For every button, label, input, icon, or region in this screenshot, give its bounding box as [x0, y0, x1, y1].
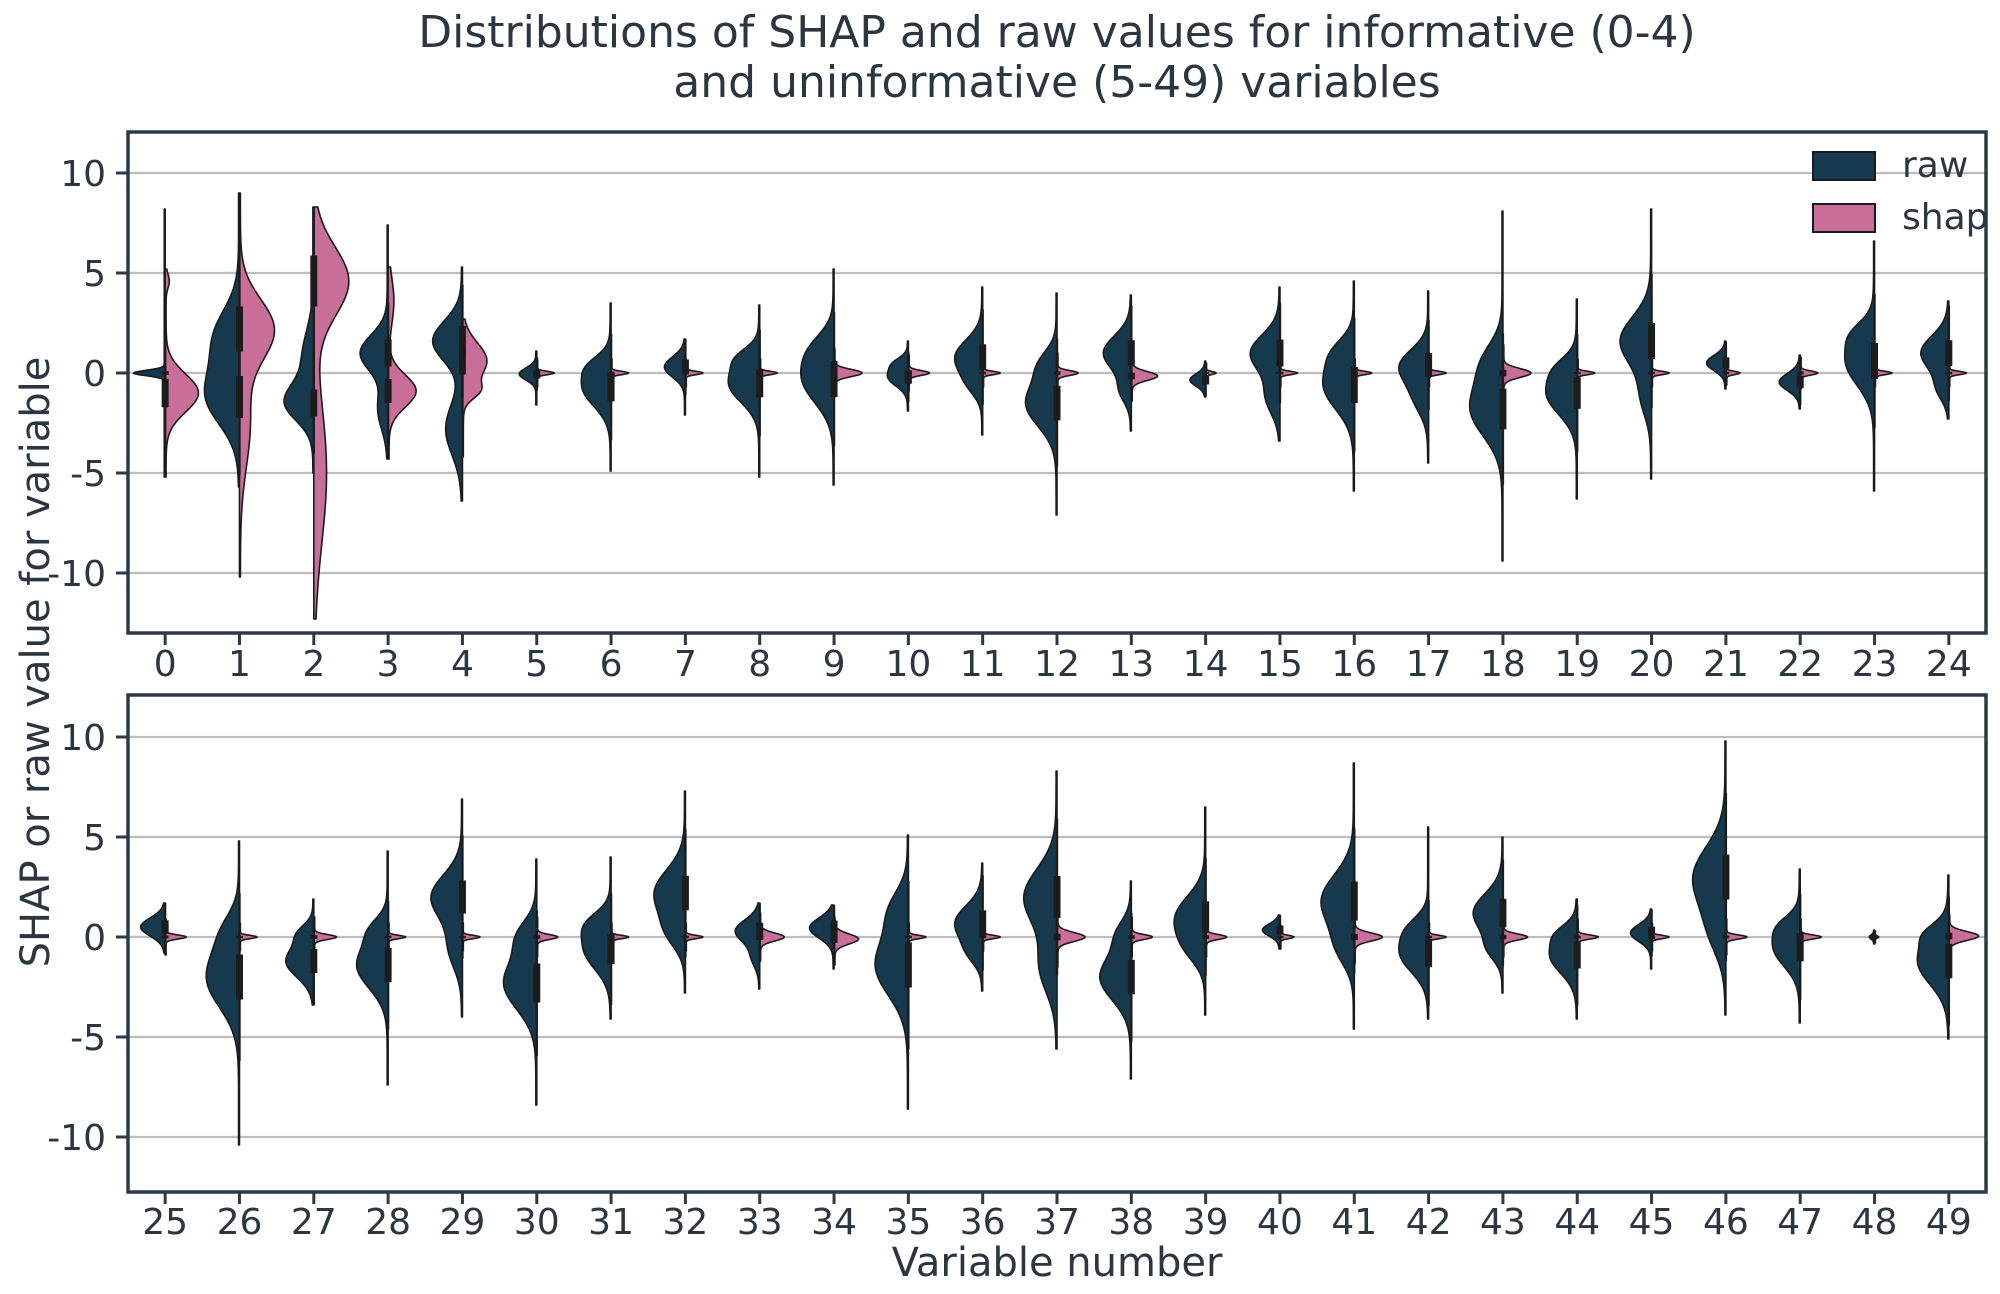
svg-text:-10: -10 — [47, 554, 106, 595]
legend: raw shap — [1812, 146, 1988, 250]
svg-text:41: 41 — [1331, 1202, 1377, 1243]
svg-text:48: 48 — [1852, 1202, 1898, 1243]
svg-text:22: 22 — [1777, 644, 1823, 685]
svg-text:28: 28 — [365, 1202, 411, 1243]
svg-text:25: 25 — [142, 1202, 188, 1243]
svg-text:38: 38 — [1108, 1202, 1154, 1243]
svg-text:0: 0 — [83, 354, 106, 395]
svg-text:3: 3 — [377, 644, 400, 685]
svg-text:35: 35 — [885, 1202, 931, 1243]
svg-text:10: 10 — [60, 718, 106, 759]
svg-text:11: 11 — [960, 644, 1006, 685]
svg-text:29: 29 — [440, 1202, 486, 1243]
legend-swatch-raw-icon — [1812, 151, 1876, 181]
svg-text:9: 9 — [823, 644, 846, 685]
svg-text:46: 46 — [1703, 1202, 1749, 1243]
svg-text:37: 37 — [1034, 1202, 1080, 1243]
svg-text:40: 40 — [1257, 1202, 1303, 1243]
svg-text:1: 1 — [228, 644, 251, 685]
svg-text:43: 43 — [1480, 1202, 1526, 1243]
legend-item-raw: raw — [1812, 146, 1988, 186]
svg-text:20: 20 — [1629, 644, 1675, 685]
svg-text:31: 31 — [588, 1202, 634, 1243]
svg-text:13: 13 — [1108, 644, 1154, 685]
legend-label-raw: raw — [1902, 145, 1969, 186]
svg-text:5: 5 — [83, 254, 106, 295]
svg-text:24: 24 — [1926, 644, 1972, 685]
svg-text:14: 14 — [1183, 644, 1229, 685]
svg-text:0: 0 — [154, 644, 177, 685]
svg-text:19: 19 — [1554, 644, 1600, 685]
svg-text:4: 4 — [451, 644, 474, 685]
svg-text:27: 27 — [291, 1202, 337, 1243]
svg-text:45: 45 — [1629, 1202, 1675, 1243]
svg-text:49: 49 — [1926, 1202, 1972, 1243]
svg-text:16: 16 — [1331, 644, 1377, 685]
x-axis-label: Variable number — [891, 1240, 1223, 1286]
svg-text:34: 34 — [811, 1202, 857, 1243]
svg-text:-10: -10 — [47, 1118, 106, 1159]
svg-text:10: 10 — [885, 644, 931, 685]
svg-text:6: 6 — [600, 644, 623, 685]
svg-text:12: 12 — [1034, 644, 1080, 685]
svg-text:44: 44 — [1554, 1202, 1600, 1243]
svg-text:7: 7 — [674, 644, 697, 685]
svg-text:0: 0 — [83, 918, 106, 959]
svg-text:10: 10 — [60, 154, 106, 195]
svg-text:39: 39 — [1183, 1202, 1229, 1243]
svg-text:-5: -5 — [70, 1018, 106, 1059]
svg-text:8: 8 — [748, 644, 771, 685]
svg-text:23: 23 — [1852, 644, 1898, 685]
legend-swatch-shap-icon — [1812, 203, 1876, 233]
svg-text:47: 47 — [1777, 1202, 1823, 1243]
svg-text:36: 36 — [960, 1202, 1006, 1243]
svg-text:18: 18 — [1480, 644, 1526, 685]
svg-text:2: 2 — [302, 644, 325, 685]
svg-text:42: 42 — [1406, 1202, 1452, 1243]
y-axis-label: SHAP or raw value for variable — [13, 356, 59, 968]
svg-text:30: 30 — [514, 1202, 560, 1243]
legend-label-shap: shap — [1902, 197, 1989, 238]
chart-title-line2: and uninformative (5-49) variables — [673, 57, 1441, 108]
svg-text:26: 26 — [217, 1202, 263, 1243]
svg-text:21: 21 — [1703, 644, 1749, 685]
svg-text:33: 33 — [737, 1202, 783, 1243]
svg-text:32: 32 — [662, 1202, 708, 1243]
chart-title-line1: Distributions of SHAP and raw values for… — [418, 7, 1696, 58]
svg-text:17: 17 — [1406, 644, 1452, 685]
svg-text:-5: -5 — [70, 454, 106, 495]
legend-item-shap: shap — [1812, 198, 1988, 238]
svg-text:5: 5 — [83, 818, 106, 859]
svg-text:15: 15 — [1257, 644, 1303, 685]
svg-text:5: 5 — [525, 644, 548, 685]
